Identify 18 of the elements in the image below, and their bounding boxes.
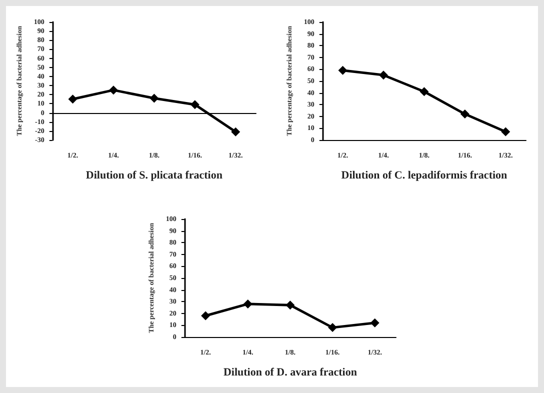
point (378, 70, 388, 80)
x-axis-title: Dilution of D. avara fraction (223, 366, 357, 378)
point (68, 94, 78, 104)
point (338, 66, 348, 75)
point (190, 100, 200, 110)
point (150, 94, 159, 103)
point (201, 311, 210, 320)
point (370, 318, 380, 328)
x-axis-title: Dilution of S. plicata fraction (86, 170, 222, 182)
point (420, 87, 429, 96)
x-axis-title: Dilution of C. lepadiformis fraction (341, 170, 508, 182)
point (328, 323, 338, 332)
point (231, 127, 240, 136)
point (243, 299, 252, 308)
point (460, 110, 470, 119)
point (501, 127, 510, 136)
point (108, 86, 118, 95)
point (286, 300, 295, 310)
